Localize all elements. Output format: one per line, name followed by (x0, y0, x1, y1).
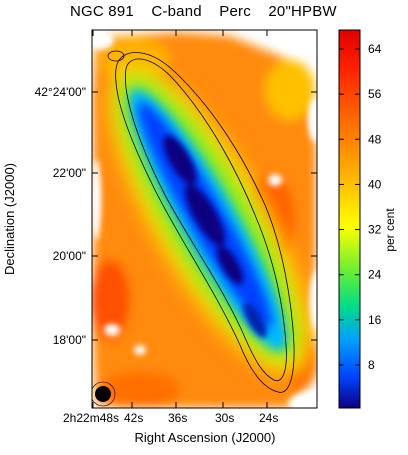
y-tick-label-2: 20'00" (53, 249, 86, 263)
map-blanked-regions (92, 30, 317, 408)
x-tick-label-1: 42s (124, 411, 143, 425)
colorbar (338, 29, 361, 409)
colorbar-tick-label: 64 (368, 42, 382, 56)
outer-contour (115, 52, 295, 393)
map-frame (91, 29, 318, 409)
x-tick-label-3: 30s (215, 411, 234, 425)
colorbar-tick-label: 40 (368, 177, 382, 191)
x-tick-label-2: 36s (168, 411, 187, 425)
colorbar-tick-label: 16 (368, 313, 382, 327)
map-disk-core (163, 135, 267, 338)
sky-map (92, 30, 317, 408)
colorbar-tick-label: 48 (368, 132, 382, 146)
colorbar-label: per cent (383, 208, 397, 252)
inner-contour (125, 58, 287, 382)
y-tick-label-0: 42°24'00" (35, 85, 86, 99)
colorbar-ticks: 8 16 24 32 40 48 56 64 (339, 42, 382, 372)
colorbar-tick-label: 56 (368, 87, 382, 101)
plot-title: NGC 891 C-band Perc 20"HPBW (70, 3, 337, 20)
companion-contour (107, 50, 125, 62)
y-tick-marks (92, 91, 317, 341)
x-tick-marks (92, 30, 268, 408)
map-contours (107, 50, 295, 393)
x-axis-title: Right Ascension (J2000) (135, 430, 276, 445)
colorbar-tick-label: 32 (368, 223, 382, 237)
y-tick-label-1: 22'00" (53, 166, 86, 180)
y-axis-title: Declination (J2000) (2, 163, 17, 275)
y-tick-label-3: 18'00" (53, 333, 86, 347)
x-tick-label-4: 24s (259, 411, 278, 425)
colorbar-tick-label: 8 (368, 358, 375, 372)
x-tick-label-0: 2h22m48s (63, 411, 119, 425)
colorbar-tick-label: 24 (368, 268, 382, 282)
beam-marker (95, 386, 111, 402)
beam-outline (92, 381, 116, 407)
